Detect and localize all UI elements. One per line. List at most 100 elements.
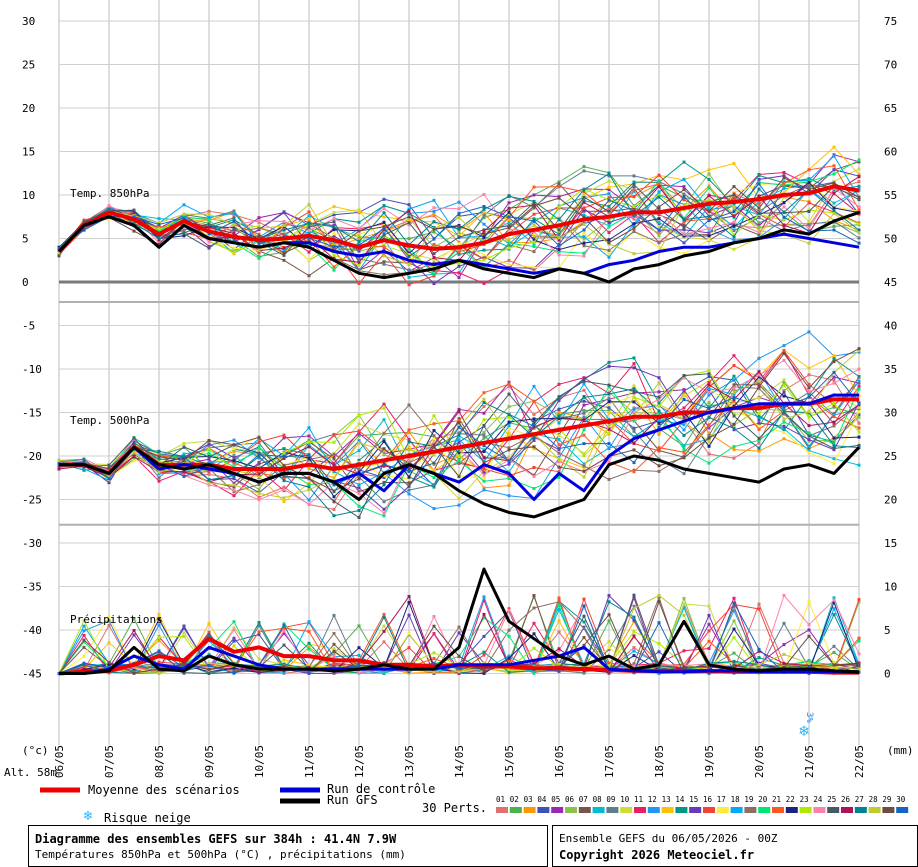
perturbation-point <box>732 448 736 452</box>
perturbation-point <box>282 248 286 252</box>
perturbation-point <box>782 205 786 209</box>
perturbation-point <box>232 231 236 235</box>
perturbation-point <box>557 250 561 254</box>
perturbation-point <box>832 360 836 364</box>
perturbation-point <box>807 664 811 668</box>
perturbation-point <box>407 458 411 462</box>
perturbation-point <box>607 600 611 604</box>
perturbation-point <box>507 215 511 219</box>
perturbation-point <box>232 494 236 498</box>
perturbation-point <box>857 410 861 414</box>
series-gfsPrecip <box>59 567 860 675</box>
perturbation-point <box>532 230 536 234</box>
perturbation-point <box>682 374 686 377</box>
perturbation-point <box>682 252 686 256</box>
perturbation-point <box>182 216 186 220</box>
x-tick-label: 18/05 <box>653 745 666 778</box>
perturbation-point <box>607 196 611 200</box>
perturbation-point <box>832 457 836 461</box>
perturbation-point <box>657 409 661 413</box>
perturbation-point <box>457 441 461 445</box>
perturbation-point <box>382 260 386 264</box>
perturbation-point <box>557 232 561 236</box>
perturbation-point <box>482 595 486 599</box>
perturbation-point <box>707 172 711 176</box>
perturbation-point <box>357 467 361 471</box>
perturbation-point <box>432 242 436 246</box>
perturbation-point <box>657 401 661 405</box>
perturbation-point <box>282 232 286 236</box>
perturbation-point <box>407 600 411 604</box>
perturbation-point <box>457 235 461 239</box>
perturbation-point <box>457 227 461 231</box>
perturbation-point <box>757 427 761 431</box>
perturbation-point <box>557 416 561 420</box>
altitude-label: Alt. 58m <box>4 766 57 779</box>
perturbation-point <box>857 236 861 240</box>
perturbation-point <box>307 250 311 254</box>
perturbation-point <box>582 228 586 232</box>
perturbation-point <box>582 403 586 407</box>
perturbation-point <box>432 212 436 216</box>
perturbation-point <box>732 378 736 382</box>
perturbation-point <box>557 244 561 248</box>
perturbation-point <box>857 443 861 447</box>
perturbation-point <box>532 632 536 636</box>
perturbation-point <box>682 394 686 398</box>
perturbation-point <box>707 178 711 181</box>
perturbation-point <box>807 451 811 455</box>
perturbation-point <box>807 434 811 438</box>
perturbation-point <box>757 438 761 442</box>
perturbation-point <box>482 216 486 220</box>
perturbation-point <box>507 634 511 638</box>
perturbation-point <box>407 237 411 241</box>
perturbation-point <box>632 630 636 634</box>
perturbation-point <box>282 476 286 480</box>
perturbation-point <box>757 424 761 428</box>
perturbation-point <box>532 250 536 254</box>
perturbation-point <box>107 474 111 478</box>
perturbation-point <box>682 185 686 189</box>
perturbation-point <box>857 415 861 419</box>
perturbation-point <box>257 232 261 236</box>
perturbation-point <box>282 456 286 460</box>
perturbation-point <box>57 254 61 258</box>
perturbation-point <box>832 181 836 185</box>
perturbation-point <box>807 431 811 435</box>
perturbation-point <box>707 194 711 198</box>
perturbation-point <box>157 470 161 474</box>
perturbation-point <box>257 498 261 502</box>
perturbation-point <box>757 649 761 653</box>
perturbation-point <box>132 439 136 443</box>
perturbation-point <box>607 174 611 178</box>
perturbation-point <box>582 237 586 241</box>
perturbation-point <box>582 433 586 437</box>
perturbation-point <box>582 235 586 239</box>
perturbation-point <box>557 245 561 249</box>
perturbation-point <box>607 225 611 229</box>
perturbation-point <box>507 484 511 487</box>
perturbation-point <box>657 397 661 401</box>
legend-snow-label: Risque neige <box>104 811 191 825</box>
perturbation-point <box>632 662 636 666</box>
perturbation-point <box>407 253 411 256</box>
snowflake-legend-icon: ❄ <box>84 808 93 824</box>
pert-swatch <box>606 807 619 813</box>
perturbation-point <box>657 650 661 654</box>
perturbation-point <box>732 395 736 399</box>
perturbation-point <box>157 237 161 241</box>
perturbation-point <box>532 445 536 449</box>
perturbation-point <box>807 386 811 390</box>
perturbation-point <box>557 438 561 442</box>
perturbation-point <box>332 483 336 487</box>
pert-number: 09 <box>606 795 615 804</box>
perturbation-point <box>457 459 461 463</box>
perturbation-point <box>807 634 811 638</box>
perturbation-point <box>257 255 261 259</box>
perturbation-point <box>82 661 86 665</box>
perturbation-point <box>657 207 661 211</box>
perturbation-point <box>657 217 661 221</box>
perturbation-point <box>207 442 211 446</box>
perturbation-point <box>357 483 361 487</box>
perturbation-point <box>532 199 536 203</box>
